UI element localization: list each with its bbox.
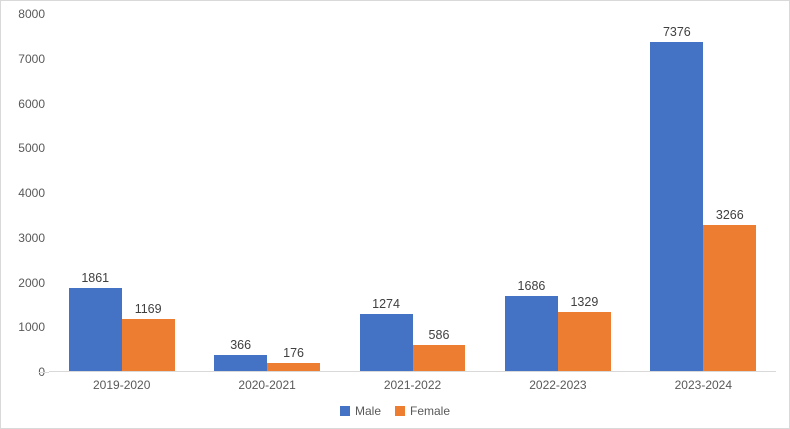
bar-female-2020-2021[interactable]: 176 xyxy=(267,346,321,371)
bar-male-2020-2021[interactable]: 366 xyxy=(214,338,268,371)
y-tick-label-7000: 7000 xyxy=(18,51,45,66)
data-label-female-2022-2023: 1329 xyxy=(570,294,599,309)
y-tick-label-1000: 1000 xyxy=(18,320,45,335)
legend: Male Female xyxy=(1,404,789,418)
legend-swatch-female xyxy=(395,406,405,416)
bar-female-2021-2022[interactable]: 586 xyxy=(412,328,466,371)
x-category-label-2020-2021: 2020-2021 xyxy=(238,378,296,392)
y-tick-label-8000: 8000 xyxy=(18,7,45,21)
legend-item-male[interactable]: Male xyxy=(339,404,381,418)
data-label-female-2020-2021: 176 xyxy=(283,346,304,361)
bar-male-2022-2023[interactable]: 1686 xyxy=(505,279,558,371)
bar-male-2019-2020[interactable]: 1861 xyxy=(68,271,122,371)
legend-label-female: Female xyxy=(410,404,451,418)
bar-female-2023-2024[interactable]: 3266 xyxy=(703,208,757,371)
bar-group-2023-2024: 7376 3266 xyxy=(631,14,776,371)
y-tick-label-5000: 5000 xyxy=(18,141,45,156)
data-label-male-2020-2021: 366 xyxy=(230,337,252,352)
data-label-female-2019-2020: 1169 xyxy=(134,301,162,316)
legend-item-female[interactable]: Female xyxy=(395,404,450,418)
x-category-label-2021-2022: 2021-2022 xyxy=(383,378,442,392)
bar-male-2023-2024[interactable]: 7376 xyxy=(650,25,704,371)
bar-group-2020-2021: 366 176 xyxy=(194,14,339,371)
y-tick-label-6000: 6000 xyxy=(18,96,45,111)
x-category-label-2019-2020: 2019-2020 xyxy=(93,378,151,392)
legend-label-male: Male xyxy=(354,404,381,418)
data-label-female-2021-2022: 586 xyxy=(428,327,450,342)
x-axis-category-labels: 2019-2020 2020-2021 2021-2022 2022-2023 2023… xyxy=(49,378,776,392)
x-category-label-2023-2024: 2023-2024 xyxy=(674,378,733,392)
data-label-male-2019-2020: 1861 xyxy=(81,270,110,285)
bar-group-2021-2022: 1274 586 xyxy=(340,14,485,371)
bar-group-2019-2020: 1861 1169 xyxy=(49,14,194,371)
y-tick-label-2000: 2000 xyxy=(18,275,45,290)
y-axis: 010002000300040005000600070008000 xyxy=(1,7,45,379)
y-tick-label-4000: 4000 xyxy=(18,186,45,200)
bar-female-2022-2023[interactable]: 1329 xyxy=(557,295,611,371)
bar-male-2021-2022[interactable]: 1274 xyxy=(359,297,413,371)
data-label-male-2022-2023: 1686 xyxy=(517,278,546,293)
data-label-female-2023-2024: 3266 xyxy=(715,208,744,223)
y-tick-label-3000: 3000 xyxy=(18,230,45,245)
bar-female-2019-2020[interactable]: 1169 xyxy=(121,302,175,371)
x-category-label-2022-2023: 2022-2023 xyxy=(529,378,587,392)
bar-group-2022-2023: 1686 1329 xyxy=(485,14,630,371)
plot-area: 1861 1169 366 176 1274 586 1686 1329 7376 3266 xyxy=(49,14,776,372)
x-axis-leader-line xyxy=(39,372,49,373)
legend-swatch-male xyxy=(339,406,350,416)
data-label-male-2021-2022: 1274 xyxy=(372,297,400,312)
data-label-male-2023-2024: 7376 xyxy=(662,24,691,39)
